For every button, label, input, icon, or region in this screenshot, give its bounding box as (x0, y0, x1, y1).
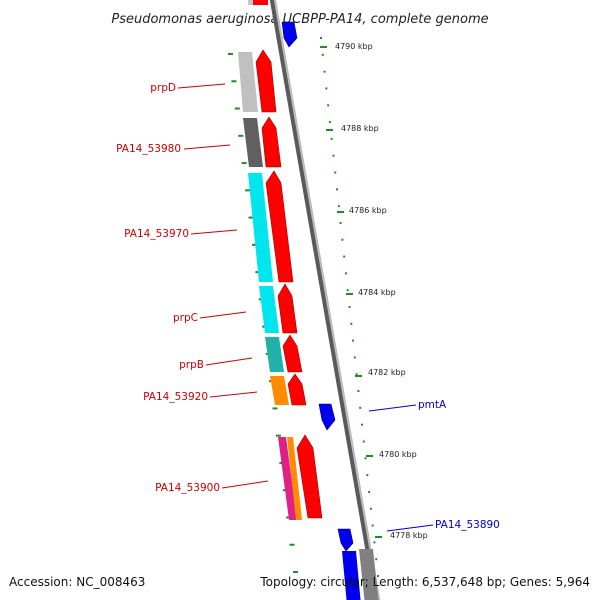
reverse-genes (281, 21, 379, 600)
cog-block-PA14_53900-a (278, 437, 297, 520)
gene-arrow-PA14_53920 (287, 373, 307, 406)
cog-features (238, 0, 302, 520)
gene-label-prpB: prpB (179, 359, 204, 371)
gene-arrow-PA14_53970 (265, 170, 294, 283)
gene-label-pmtA: pmtA (418, 399, 447, 411)
kbp-label: 4786 kbp (349, 206, 387, 215)
gene-arrow-prpC (277, 283, 298, 334)
topology-text: Topology: circular; Length: 6,537,648 bp… (259, 575, 590, 589)
kbp-label: 4780 kbp (379, 450, 417, 459)
gene-arrow-prpD (255, 49, 277, 113)
cog-block-prpB (265, 337, 284, 372)
gene-label-PA14_53980: PA14_53980 (116, 143, 181, 155)
cog-block-PA14_53970 (248, 173, 273, 282)
gene-label-PA14_53920: PA14_53920 (143, 391, 208, 403)
gene-arrow-PA14_53900 (296, 434, 323, 519)
cog-block-PA14_53920 (270, 376, 289, 405)
cog-block-prpC (259, 286, 279, 333)
map-title: Pseudomonas aeruginosa UCBPP-PA14, compl… (111, 12, 488, 27)
right-gene-labels: pmtA PA14_53890 (368, 399, 500, 532)
gene-arrow-pmtA (318, 403, 336, 431)
gene-arrow-top (253, 0, 268, 5)
gene-label-prpC: prpC (173, 312, 198, 324)
kbp-label: 4784 kbp (358, 288, 396, 297)
gene-label-PA14_53900: PA14_53900 (155, 482, 220, 494)
accession-text: Accession: NC_008463 (9, 575, 145, 589)
cog-block-PA14_53900-b (287, 437, 302, 520)
forward-genes (253, 0, 323, 519)
kbp-label: 4782 kbp (368, 368, 406, 377)
cog-block-PA14_53980 (243, 118, 263, 167)
gene-label-PA14_53890: PA14_53890 (435, 519, 500, 531)
gene-arrow-reverse-top (281, 21, 298, 48)
gene-block-bottom-blue (342, 551, 361, 600)
cog-block-prpD (238, 52, 258, 112)
kbp-scale: 4790 kbp 4788 kbp 4786 kbp 4784 kbp 4782… (320, 42, 428, 540)
kbp-label: 4778 kbp (390, 531, 428, 540)
left-gene-labels: prpD PA14_53980 PA14_53970 prpC prpB PA1… (116, 82, 269, 494)
kbp-label: 4788 kbp (341, 124, 379, 133)
gene-arrow-PA14_53890 (337, 528, 354, 552)
genome-backbone (269, 0, 381, 600)
right-scale-track (320, 37, 379, 577)
gene-arrow-PA14_53980 (261, 116, 282, 168)
gene-label-PA14_53970: PA14_53970 (124, 228, 189, 240)
gene-label-prpD: prpD (150, 82, 176, 94)
kbp-label: 4790 kbp (335, 42, 373, 51)
gene-arrow-prpB (282, 334, 303, 373)
cog-block-bottom-grey (359, 549, 379, 600)
